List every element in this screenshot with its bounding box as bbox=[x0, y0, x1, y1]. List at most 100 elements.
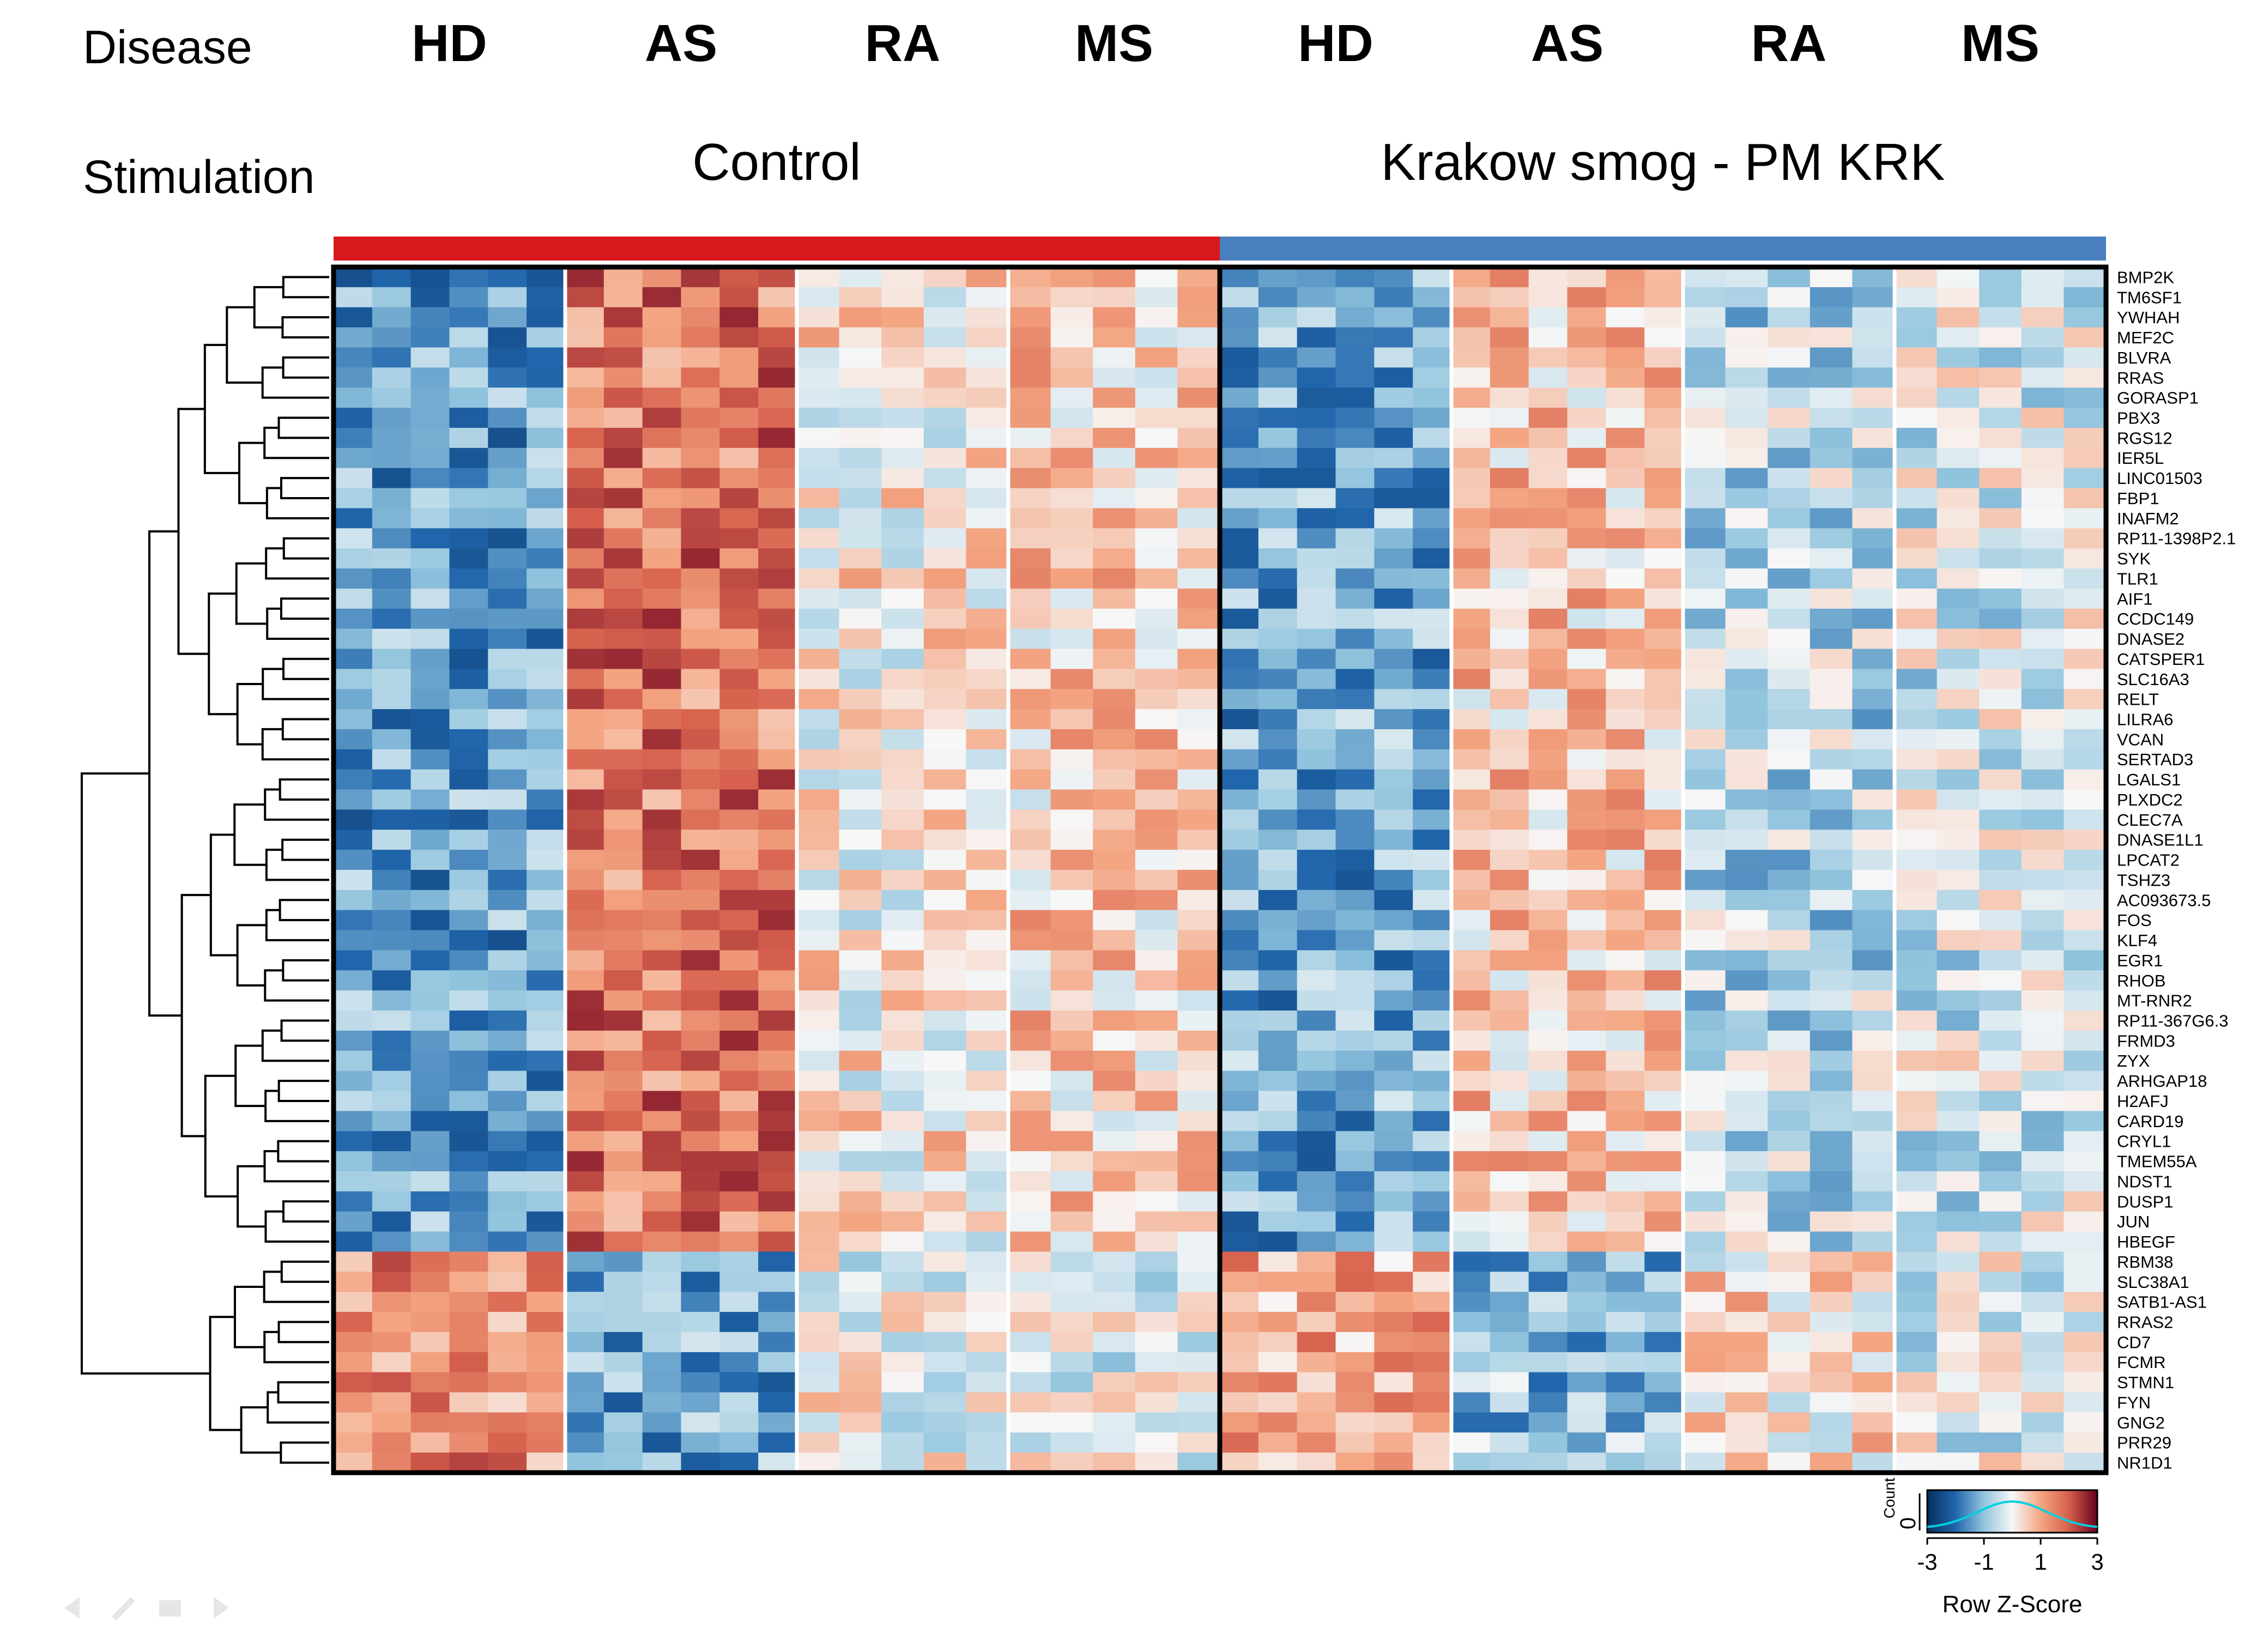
heatmap-cell bbox=[1606, 830, 1645, 850]
heatmap-cell bbox=[372, 367, 412, 388]
heatmap-cell bbox=[1177, 1010, 1220, 1031]
heatmap-cell bbox=[1135, 1272, 1178, 1292]
heatmap-cell bbox=[1413, 548, 1452, 569]
heatmap-cell bbox=[1413, 1352, 1452, 1373]
heatmap-cell bbox=[797, 1070, 840, 1092]
heatmap-cell bbox=[1606, 588, 1645, 609]
heatmap-cell bbox=[2064, 1151, 2107, 1172]
heatmap-cell bbox=[1297, 1091, 1336, 1112]
heatmap-cell bbox=[1644, 910, 1684, 931]
heatmap-cell bbox=[1725, 528, 1768, 549]
heatmap-cell bbox=[1135, 1171, 1178, 1192]
heatmap-cell bbox=[2064, 709, 2107, 730]
heatmap-cell bbox=[1220, 830, 1259, 850]
heatmap-cell bbox=[923, 508, 967, 529]
heatmap-cell bbox=[488, 327, 527, 348]
heatmap-cell bbox=[1008, 1131, 1051, 1152]
heatmap-cell bbox=[1768, 628, 1811, 650]
heatmap-cell bbox=[1093, 488, 1136, 509]
heatmap-cell bbox=[1567, 809, 1607, 831]
heatmap-cell bbox=[2021, 1171, 2065, 1192]
heatmap-cell bbox=[1683, 1070, 1726, 1092]
heatmap-cell bbox=[1008, 1091, 1051, 1112]
heatmap-cell bbox=[1220, 649, 1259, 670]
dendrogram-branch bbox=[264, 1090, 329, 1122]
heatmap-cell bbox=[1490, 930, 1529, 951]
heatmap-cell bbox=[1050, 649, 1093, 670]
heatmap-cell bbox=[1895, 408, 1938, 428]
heatmap-cell bbox=[1490, 488, 1529, 509]
heatmap-cell bbox=[334, 408, 373, 428]
heatmap-cell bbox=[1297, 1432, 1336, 1453]
heatmap-cell bbox=[1374, 628, 1413, 650]
heatmap-cell bbox=[334, 1131, 373, 1152]
heatmap-cell bbox=[1937, 1453, 1980, 1473]
heatmap-cell bbox=[1008, 930, 1051, 951]
heatmap-cell bbox=[1258, 870, 1298, 891]
dendrogram-branch bbox=[280, 1441, 329, 1464]
heatmap-cell bbox=[881, 1010, 924, 1031]
heatmap-cell bbox=[1413, 1251, 1452, 1273]
heatmap-cell bbox=[797, 1412, 840, 1433]
heatmap-cell bbox=[449, 889, 489, 911]
dendrogram-branch bbox=[282, 1200, 329, 1223]
heatmap-cell bbox=[565, 749, 604, 770]
heatmap-cell bbox=[372, 1432, 412, 1453]
heatmap-cell bbox=[527, 1211, 566, 1232]
heatmap-cell bbox=[1567, 1151, 1607, 1172]
heatmap-cell bbox=[1490, 729, 1529, 750]
heatmap-cell bbox=[488, 950, 527, 971]
color-key-histogram bbox=[1927, 1500, 2098, 1528]
heatmap-cell bbox=[1810, 1412, 1853, 1433]
heatmap-cell bbox=[1297, 347, 1336, 368]
heatmap-cell bbox=[1606, 508, 1645, 529]
heatmap-cell bbox=[603, 970, 643, 991]
heatmap-cell bbox=[603, 1251, 643, 1273]
heatmap-cell bbox=[2064, 1272, 2107, 1292]
heatmap-cell bbox=[758, 669, 797, 689]
heatmap-cell bbox=[1979, 528, 2022, 549]
heatmap-cell bbox=[1258, 769, 1298, 790]
heatmap-cell bbox=[372, 1131, 412, 1152]
heatmap-cell bbox=[1768, 468, 1811, 489]
heatmap-cell bbox=[565, 950, 604, 971]
heatmap-cell bbox=[1895, 508, 1938, 529]
heatmap-cell bbox=[488, 1131, 527, 1152]
heatmap-cell bbox=[449, 1412, 489, 1433]
heatmap-cell bbox=[1413, 1070, 1452, 1092]
heatmap-cell bbox=[719, 1231, 759, 1252]
heatmap-cell bbox=[1135, 1191, 1178, 1212]
heatmap-cell bbox=[1008, 408, 1051, 428]
heatmap-cell bbox=[410, 1332, 450, 1353]
heatmap-cell bbox=[1567, 1432, 1607, 1453]
heatmap-cell bbox=[881, 1030, 924, 1051]
heatmap-cell bbox=[1528, 1171, 1568, 1192]
heatmap-cell bbox=[527, 528, 566, 549]
heatmap-cell bbox=[1644, 608, 1684, 630]
heatmap-cell bbox=[1093, 970, 1136, 991]
heatmap-cell bbox=[1567, 408, 1607, 428]
heatmap-cell bbox=[2064, 830, 2107, 850]
heatmap-cell bbox=[642, 488, 682, 509]
dendrogram-branch bbox=[282, 356, 329, 379]
heatmap-cell bbox=[923, 769, 967, 790]
heatmap-cell bbox=[1451, 447, 1491, 469]
heatmap-cell bbox=[1008, 267, 1051, 288]
heatmap-cell bbox=[966, 649, 1009, 670]
heatmap-cell bbox=[527, 1030, 566, 1051]
heatmap-cell bbox=[1768, 287, 1811, 308]
dendrogram-branch bbox=[279, 899, 329, 922]
heatmap-cell bbox=[1093, 408, 1136, 428]
heatmap-cell bbox=[1008, 830, 1051, 850]
heatmap-cell bbox=[1644, 990, 1684, 1011]
heatmap-cell bbox=[839, 709, 882, 730]
heatmap-cell bbox=[449, 327, 489, 348]
heatmap-cell bbox=[1852, 789, 1895, 810]
heatmap-cell bbox=[527, 327, 566, 348]
heatmap-cell bbox=[1725, 1251, 1768, 1273]
heatmap-cell bbox=[1008, 689, 1051, 710]
heatmap-cell bbox=[1490, 889, 1529, 911]
heatmap-cell bbox=[758, 1332, 797, 1353]
heatmap-cell bbox=[1093, 1231, 1136, 1252]
heatmap-cell bbox=[410, 769, 450, 790]
